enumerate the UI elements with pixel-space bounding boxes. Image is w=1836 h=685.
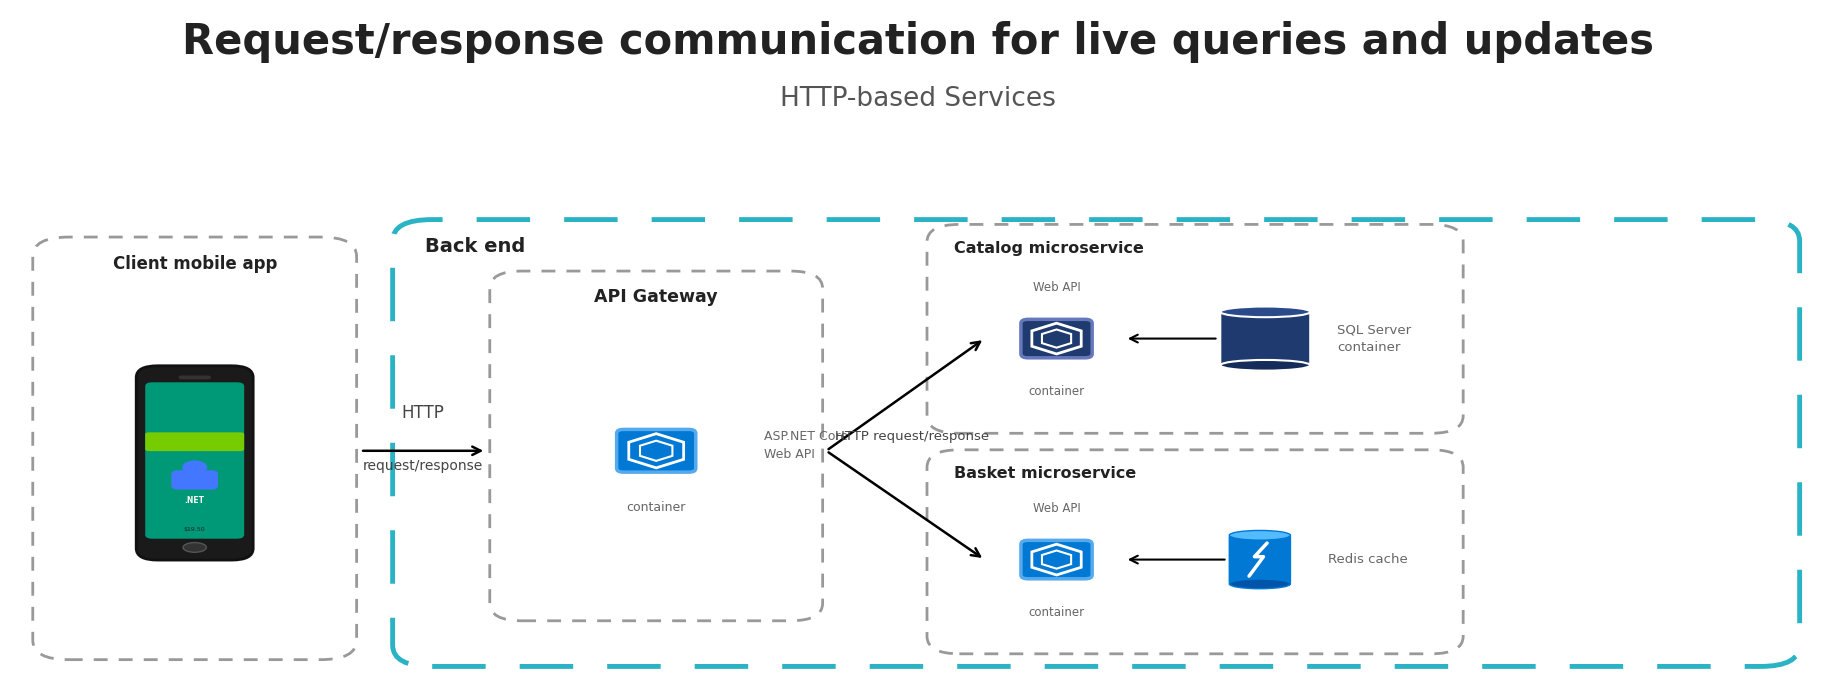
Text: Redis cache: Redis cache <box>1327 553 1408 566</box>
Text: HTTP-based Services: HTTP-based Services <box>780 86 1056 112</box>
Text: SQL Server
container: SQL Server container <box>1337 323 1412 354</box>
FancyBboxPatch shape <box>1230 535 1291 584</box>
Text: container: container <box>626 501 687 514</box>
Text: Back end: Back end <box>424 237 525 256</box>
FancyBboxPatch shape <box>1021 319 1092 358</box>
FancyBboxPatch shape <box>136 366 253 560</box>
Text: Basket microservice: Basket microservice <box>955 466 1136 482</box>
Text: request/response: request/response <box>364 458 483 473</box>
Polygon shape <box>641 440 672 461</box>
Text: HTTP: HTTP <box>402 403 444 422</box>
FancyBboxPatch shape <box>1021 540 1092 579</box>
FancyBboxPatch shape <box>1221 312 1311 365</box>
FancyBboxPatch shape <box>145 432 244 451</box>
Ellipse shape <box>1230 530 1291 540</box>
FancyBboxPatch shape <box>145 382 244 538</box>
Text: ASP.NET Core
Web API: ASP.NET Core Web API <box>764 430 848 462</box>
FancyBboxPatch shape <box>617 429 696 472</box>
Ellipse shape <box>184 543 206 552</box>
Text: .NET: .NET <box>185 496 204 505</box>
Text: Request/response communication for live queries and updates: Request/response communication for live … <box>182 21 1654 62</box>
Text: API Gateway: API Gateway <box>595 288 718 306</box>
Ellipse shape <box>1230 579 1291 588</box>
Text: Client mobile app: Client mobile app <box>112 255 277 273</box>
Text: Web API: Web API <box>1032 281 1080 294</box>
Ellipse shape <box>182 460 207 474</box>
Polygon shape <box>1043 329 1070 348</box>
Text: container: container <box>1028 606 1085 619</box>
Text: container: container <box>1028 385 1085 398</box>
Text: Web API: Web API <box>1032 502 1080 515</box>
FancyBboxPatch shape <box>178 375 211 379</box>
Ellipse shape <box>1221 306 1311 317</box>
Text: HTTP request/response: HTTP request/response <box>835 430 990 443</box>
Text: $19.50: $19.50 <box>184 527 206 532</box>
Ellipse shape <box>1221 360 1311 371</box>
Text: Catalog microservice: Catalog microservice <box>955 241 1144 256</box>
Polygon shape <box>1043 551 1070 569</box>
FancyBboxPatch shape <box>171 470 218 490</box>
